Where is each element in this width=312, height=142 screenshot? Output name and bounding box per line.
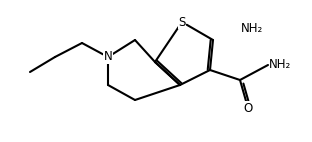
Text: S: S (178, 15, 186, 29)
Text: NH₂: NH₂ (269, 59, 291, 72)
Text: N: N (104, 51, 112, 63)
Text: NH₂: NH₂ (241, 21, 263, 35)
Text: O: O (243, 102, 253, 114)
